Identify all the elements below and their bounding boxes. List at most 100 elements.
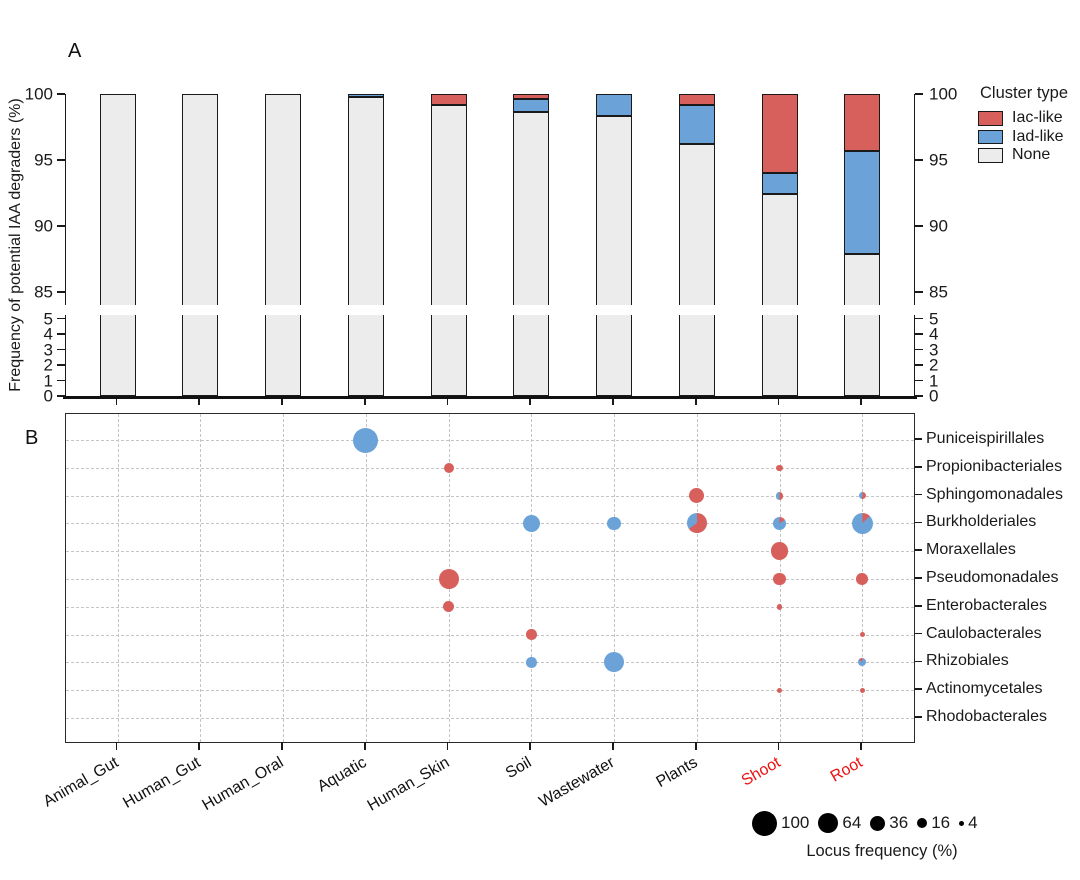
grid-line-horizontal-Burkholderiales	[66, 523, 914, 525]
bubble-Human_Skin-Pseudomonadales	[438, 569, 459, 589]
col-tick-Human_Oral	[281, 742, 283, 750]
bubble-Shoot-Pseudomonadales	[773, 572, 786, 586]
y-axis-tick-upper-left	[57, 93, 65, 95]
size-legend-item: 36	[870, 813, 908, 833]
size-legend: 100 64 36 16 4 Locus frequency (%)	[752, 808, 1032, 868]
bubble-Wastewater-Rhizobiales	[604, 652, 624, 673]
bar-segment-iac-Shoot	[761, 94, 798, 174]
size-legend-items: 100 64 36 16 4	[752, 808, 987, 838]
row-tick-Rhodobacterales	[915, 716, 922, 718]
grid-line-vertical-Human_Gut	[200, 414, 202, 742]
bubble-Shoot-Enterobacterales	[776, 604, 783, 610]
row-label-Moraxellales: Moraxellales	[926, 541, 1016, 559]
x-category-label-Wastewater: Wastewater	[536, 754, 618, 811]
bar-segment-none-lower-Human_Skin	[430, 315, 467, 396]
row-label-Actinomycetales: Actinomycetales	[926, 680, 1043, 698]
y-axis-tick-label-lower-right: 0	[929, 386, 939, 406]
grid-line-vertical-Animal_Gut	[117, 414, 119, 742]
col-tick-Root	[860, 742, 863, 750]
bubble-Human_Skin-Enterobacterales	[442, 601, 455, 613]
x-axis-tick-Wastewater	[612, 398, 614, 405]
legend-swatch-Iac-like	[978, 111, 1003, 126]
bar-segment-iac-Soil	[513, 94, 550, 100]
panel-a-upper-plot-area	[65, 94, 915, 305]
size-legend-circle-16	[917, 818, 928, 828]
row-tick-Moraxellales	[915, 549, 922, 551]
bubble-Shoot-Burkholderiales	[772, 516, 787, 530]
grid-line-vertical-Plants	[696, 414, 698, 742]
bubble-Aquatic-Puniceispirillales	[353, 427, 379, 453]
grid-line-horizontal-Pseudomonadales	[66, 579, 914, 580]
bubble-Soil-Caulobacterales	[525, 629, 537, 640]
bar-segment-iad-Plants	[678, 104, 715, 145]
y-axis-tick-label-lower-right: 5	[929, 309, 939, 328]
x-category-label-Human_Oral: Human_Oral	[199, 754, 287, 815]
bar-segment-none-upper-Root	[844, 253, 881, 305]
grid-line-horizontal-Caulobacterales	[66, 634, 914, 636]
y-axis-tick-lower-right	[915, 348, 923, 351]
bar-segment-iad-Soil	[513, 99, 550, 113]
grid-line-vertical-Human_Oral	[283, 414, 284, 742]
row-label-Burkholderiales: Burkholderiales	[926, 513, 1037, 531]
y-axis-tick-lower-left	[57, 333, 65, 335]
cluster-type-legend: Cluster type Iac-like Iad-like None	[978, 84, 1078, 174]
y-axis-tick-lower-right	[915, 379, 923, 382]
bar-segment-none-upper-Animal_Gut	[99, 94, 136, 305]
size-legend-circle-64	[818, 813, 839, 833]
legend-item-label: Iac-like	[1012, 109, 1063, 126]
bar-segment-iad-Shoot	[761, 173, 798, 195]
bubble-Root-Pseudomonadales	[856, 573, 869, 585]
bar-segment-iac-Plants	[678, 94, 715, 105]
col-tick-Animal_Gut	[115, 742, 118, 750]
cluster-type-legend-title: Cluster type	[980, 84, 1069, 102]
y-axis-tick-upper-right	[915, 291, 923, 293]
col-tick-Plants	[694, 742, 697, 750]
bubble-Shoot-Actinomycetales	[777, 687, 782, 693]
bar-segment-none-upper-Human_Skin	[430, 104, 467, 305]
panel-a-lower-plot-area	[65, 315, 915, 396]
bubble-Root-Burkholderiales	[851, 512, 873, 534]
row-tick-Actinomycetales	[915, 688, 922, 690]
y-axis-tick-lower-left	[57, 364, 65, 366]
x-category-label-Plants: Plants	[653, 754, 701, 791]
y-axis-tick-label-upper-left: 90	[34, 216, 53, 236]
grid-line-vertical-Aquatic	[365, 414, 367, 742]
y-axis-tick-lower-left	[57, 395, 65, 397]
y-axis-tick-label-lower-left: 3	[43, 340, 53, 359]
col-tick-Soil	[529, 742, 532, 750]
x-axis-tick-Human_Oral	[281, 398, 283, 405]
bubble-Root-Actinomycetales	[859, 687, 865, 693]
legend-item-label: None	[1012, 146, 1051, 163]
y-axis-tick-label-lower-left: 5	[43, 309, 53, 328]
y-axis-tick-lower-left	[57, 317, 65, 320]
size-legend-item: 16	[917, 813, 950, 833]
y-axis-tick-lower-right	[915, 364, 923, 366]
x-axis-tick-Aquatic	[363, 398, 366, 405]
y-axis-tick-upper-left	[57, 291, 65, 293]
bar-segment-none-upper-Shoot	[761, 194, 798, 305]
bubble-Soil-Rhizobiales	[525, 657, 537, 668]
row-tick-Enterobacterales	[915, 605, 922, 607]
bar-segment-none-upper-Human_Gut	[182, 94, 219, 305]
row-tick-Pseudomonadales	[915, 577, 922, 579]
bar-segment-iad-Aquatic	[347, 94, 384, 97]
row-tick-Caulobacterales	[915, 632, 922, 635]
row-tick-Burkholderiales	[915, 521, 922, 524]
x-axis-tick-Human_Gut	[198, 398, 201, 405]
col-tick-Shoot	[777, 742, 780, 750]
bubble-Root-Caulobacterales	[859, 632, 865, 638]
y-axis-tick-lower-left	[57, 348, 65, 351]
bar-segment-none-upper-Human_Oral	[265, 94, 301, 305]
y-axis-tick-upper-left	[57, 159, 65, 161]
y-axis-tick-label-lower-left: 1	[43, 371, 53, 390]
panel-b-plot-area	[65, 413, 915, 743]
bar-segment-none-lower-Human_Oral	[265, 315, 301, 396]
y-axis-tick-label-upper-left: 100	[24, 84, 53, 104]
panel-b-label: B	[25, 427, 39, 449]
bar-segment-none-lower-Human_Gut	[182, 315, 219, 396]
y-axis-tick-label-lower-right: 1	[929, 371, 939, 390]
panel-a-x-axis-line	[63, 395, 917, 399]
y-axis-tick-lower-right	[915, 333, 923, 335]
bar-segment-none-lower-Animal_Gut	[99, 315, 136, 396]
